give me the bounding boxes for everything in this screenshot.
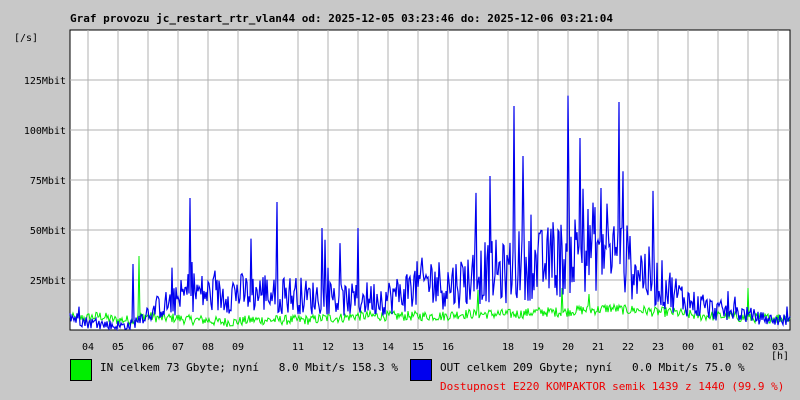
x-tick-label: 03: [772, 342, 784, 353]
x-tick-label: 01: [712, 342, 724, 353]
series-layer: [69, 95, 791, 332]
x-tick-label: 18: [502, 342, 514, 353]
x-tick-label: 23: [652, 342, 664, 353]
y-tick-label: 25Mbit: [30, 276, 66, 287]
y-tick-labels: 25Mbit 50Mbit 75Mbit 100Mbit 125Mbit: [24, 76, 66, 287]
x-tick-label: 11: [292, 342, 304, 353]
out-series-line: [69, 95, 791, 332]
y-tick-label: 100Mbit: [24, 126, 66, 137]
x-tick-label: 02: [742, 342, 754, 353]
y-axis-unit-label: [/s]: [14, 33, 38, 44]
x-tick-label: 07: [172, 342, 184, 353]
in-legend-swatch: [70, 359, 92, 381]
x-tick-label: 00: [682, 342, 694, 353]
x-tick-label: 08: [202, 342, 214, 353]
chart-title: Graf provozu jc_restart_rtr_vlan44 od: 2…: [70, 12, 613, 25]
out-legend-text: OUT celkem 209 Gbyte; nyní 0.0 Mbit/s 75…: [440, 361, 745, 374]
x-tick-label: 19: [532, 342, 544, 353]
x-tick-labels: 04 05 06 07 08 09 11 12 13 14 15 16 18 19 20 21 22 23 00 01…: [82, 342, 784, 353]
x-tick-label: 12: [322, 342, 334, 353]
x-tick-label: 22: [622, 342, 634, 353]
x-tick-label: 16: [442, 342, 454, 353]
x-tick-label: 09: [232, 342, 244, 353]
availability-text: Dostupnost E220 KOMPAKTOR semik 1439 z 1…: [440, 380, 785, 393]
x-tick-label: 06: [142, 342, 154, 353]
x-axis-unit-label: [h]: [771, 351, 789, 362]
x-tick-label: 20: [562, 342, 574, 353]
out-legend-swatch: [410, 359, 432, 381]
x-tick-label: 13: [352, 342, 364, 353]
in-series-line: [69, 255, 791, 328]
y-tick-label: 50Mbit: [30, 226, 66, 237]
x-tick-label: 21: [592, 342, 604, 353]
y-tick-label: 75Mbit: [30, 176, 66, 187]
y-tick-label: 125Mbit: [24, 76, 66, 87]
x-tick-label: 04: [82, 342, 94, 353]
x-tick-label: 05: [112, 342, 124, 353]
x-tick-label: 14: [382, 342, 394, 353]
in-legend-text: IN celkem 73 Gbyte; nyní 8.0 Mbit/s 158.…: [100, 361, 399, 374]
x-tick-label: 15: [412, 342, 424, 353]
